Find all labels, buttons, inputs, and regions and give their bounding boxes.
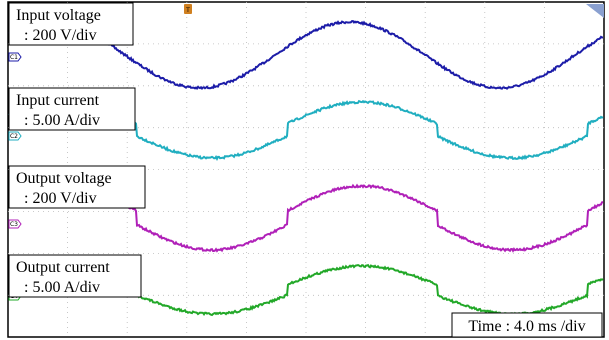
label-scale: : 200 V/div — [24, 190, 97, 207]
channel-tag-text: C2 — [10, 133, 18, 140]
label-title: Output voltage — [16, 170, 112, 187]
label-scale: : 5.00 A/div — [24, 112, 100, 129]
label-scale: : 200 V/div — [24, 27, 97, 44]
timebase-text: Time : 4.0 ms /div — [468, 318, 585, 335]
oscilloscope-screen: C1C2C3C4 Input voltage: 200 V/divInput c… — [0, 0, 609, 340]
label-scale: : 5.00 A/div — [24, 279, 100, 296]
channel-tag-text: C1 — [10, 54, 18, 61]
label-title: Input voltage — [16, 7, 101, 24]
trigger-marker-text: T — [185, 7, 190, 14]
trigger-marker: T — [184, 4, 192, 14]
label-title: Output current — [16, 259, 110, 276]
label-title: Input current — [16, 92, 100, 109]
channel-tag-text: C3 — [10, 221, 18, 228]
timebase-box: Time : 4.0 ms /div — [452, 313, 602, 337]
